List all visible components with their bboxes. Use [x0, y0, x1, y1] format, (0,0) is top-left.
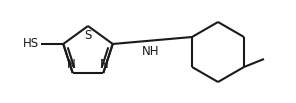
Text: N: N	[67, 58, 76, 71]
Text: NH: NH	[141, 46, 159, 59]
Text: HS: HS	[23, 37, 39, 50]
Text: S: S	[84, 29, 92, 42]
Text: N: N	[100, 58, 109, 71]
